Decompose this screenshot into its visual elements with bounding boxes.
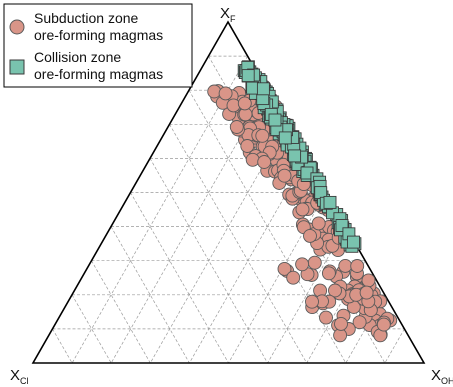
data-point-subduction xyxy=(240,139,255,153)
data-point-subduction xyxy=(286,270,301,285)
grid-line-xcl xyxy=(91,260,151,364)
data-point-subduction xyxy=(277,168,292,183)
data-point-collision xyxy=(278,131,292,145)
data-point-subduction xyxy=(311,216,326,231)
data-point-subduction xyxy=(245,152,260,167)
vertex-label-top: XF xyxy=(220,5,236,24)
data-point-subduction xyxy=(229,120,244,134)
grid-line-xcl xyxy=(71,294,112,364)
legend-marker-subduction xyxy=(9,19,25,35)
vertex-label-left-sub: Cl xyxy=(20,376,29,386)
vertex-label-right-main: X xyxy=(431,367,441,384)
grid-line-xoh xyxy=(228,192,327,364)
data-point-subduction xyxy=(305,294,319,309)
data-point-subduction xyxy=(328,283,342,298)
data-point-collision xyxy=(256,82,270,96)
data-point-subduction xyxy=(257,155,272,169)
data-point-subduction xyxy=(295,202,310,217)
data-points xyxy=(207,60,398,343)
vertex-label-top-main: X xyxy=(220,5,230,22)
data-point-collision xyxy=(241,69,255,83)
data-point-subduction xyxy=(307,255,322,270)
data-point-subduction xyxy=(338,258,353,273)
grid-line-xcl xyxy=(169,124,308,364)
legend-label-subduction-line1: Subduction zone xyxy=(34,10,139,26)
data-point-subduction xyxy=(255,128,270,143)
legend-label-collision-line2: ore-forming magmas xyxy=(34,66,163,82)
vertex-label-right: XOH xyxy=(431,367,453,386)
data-point-subduction xyxy=(361,273,376,288)
data-point-subduction xyxy=(350,259,365,273)
data-point-subduction xyxy=(277,261,292,276)
data-point-subduction xyxy=(207,84,222,99)
legend-label-subduction-line2: ore-forming magmas xyxy=(34,27,163,43)
data-point-collision xyxy=(268,113,282,127)
vertex-label-left: XCl xyxy=(10,367,29,386)
data-point-subduction xyxy=(359,285,374,300)
grid-line-xcl xyxy=(110,226,190,364)
data-point-subduction xyxy=(319,310,333,325)
legend-label-collision-line1: Collision zone xyxy=(34,49,121,65)
data-point-subduction xyxy=(226,98,241,113)
data-point-subduction xyxy=(376,317,391,332)
series-1 xyxy=(237,60,362,253)
grid-line-xcl xyxy=(52,328,73,364)
grid-line-xcl xyxy=(130,192,229,364)
data-point-collision xyxy=(323,195,337,209)
grid-line-xoh xyxy=(71,55,248,364)
vertex-label-top-sub: F xyxy=(230,14,236,24)
grid-line-xoh xyxy=(345,294,386,364)
data-point-collision xyxy=(347,235,360,249)
data-point-subduction xyxy=(334,316,348,331)
legend: Subduction zone ore-forming magmas Colli… xyxy=(3,3,193,88)
data-point-subduction xyxy=(295,257,310,272)
vertex-label-left-main: X xyxy=(10,367,20,384)
grid-line-xoh xyxy=(384,328,405,364)
legend-marker-collision xyxy=(9,59,25,75)
data-point-subduction xyxy=(352,315,367,330)
legend-box xyxy=(3,3,193,88)
data-point-subduction xyxy=(218,86,233,101)
data-point-subduction xyxy=(303,228,317,243)
vertex-label-right-sub: OH xyxy=(441,376,453,386)
data-point-subduction xyxy=(237,96,252,111)
data-point-subduction xyxy=(321,266,336,281)
data-point-collision xyxy=(288,149,302,163)
data-point-collision xyxy=(246,81,260,95)
